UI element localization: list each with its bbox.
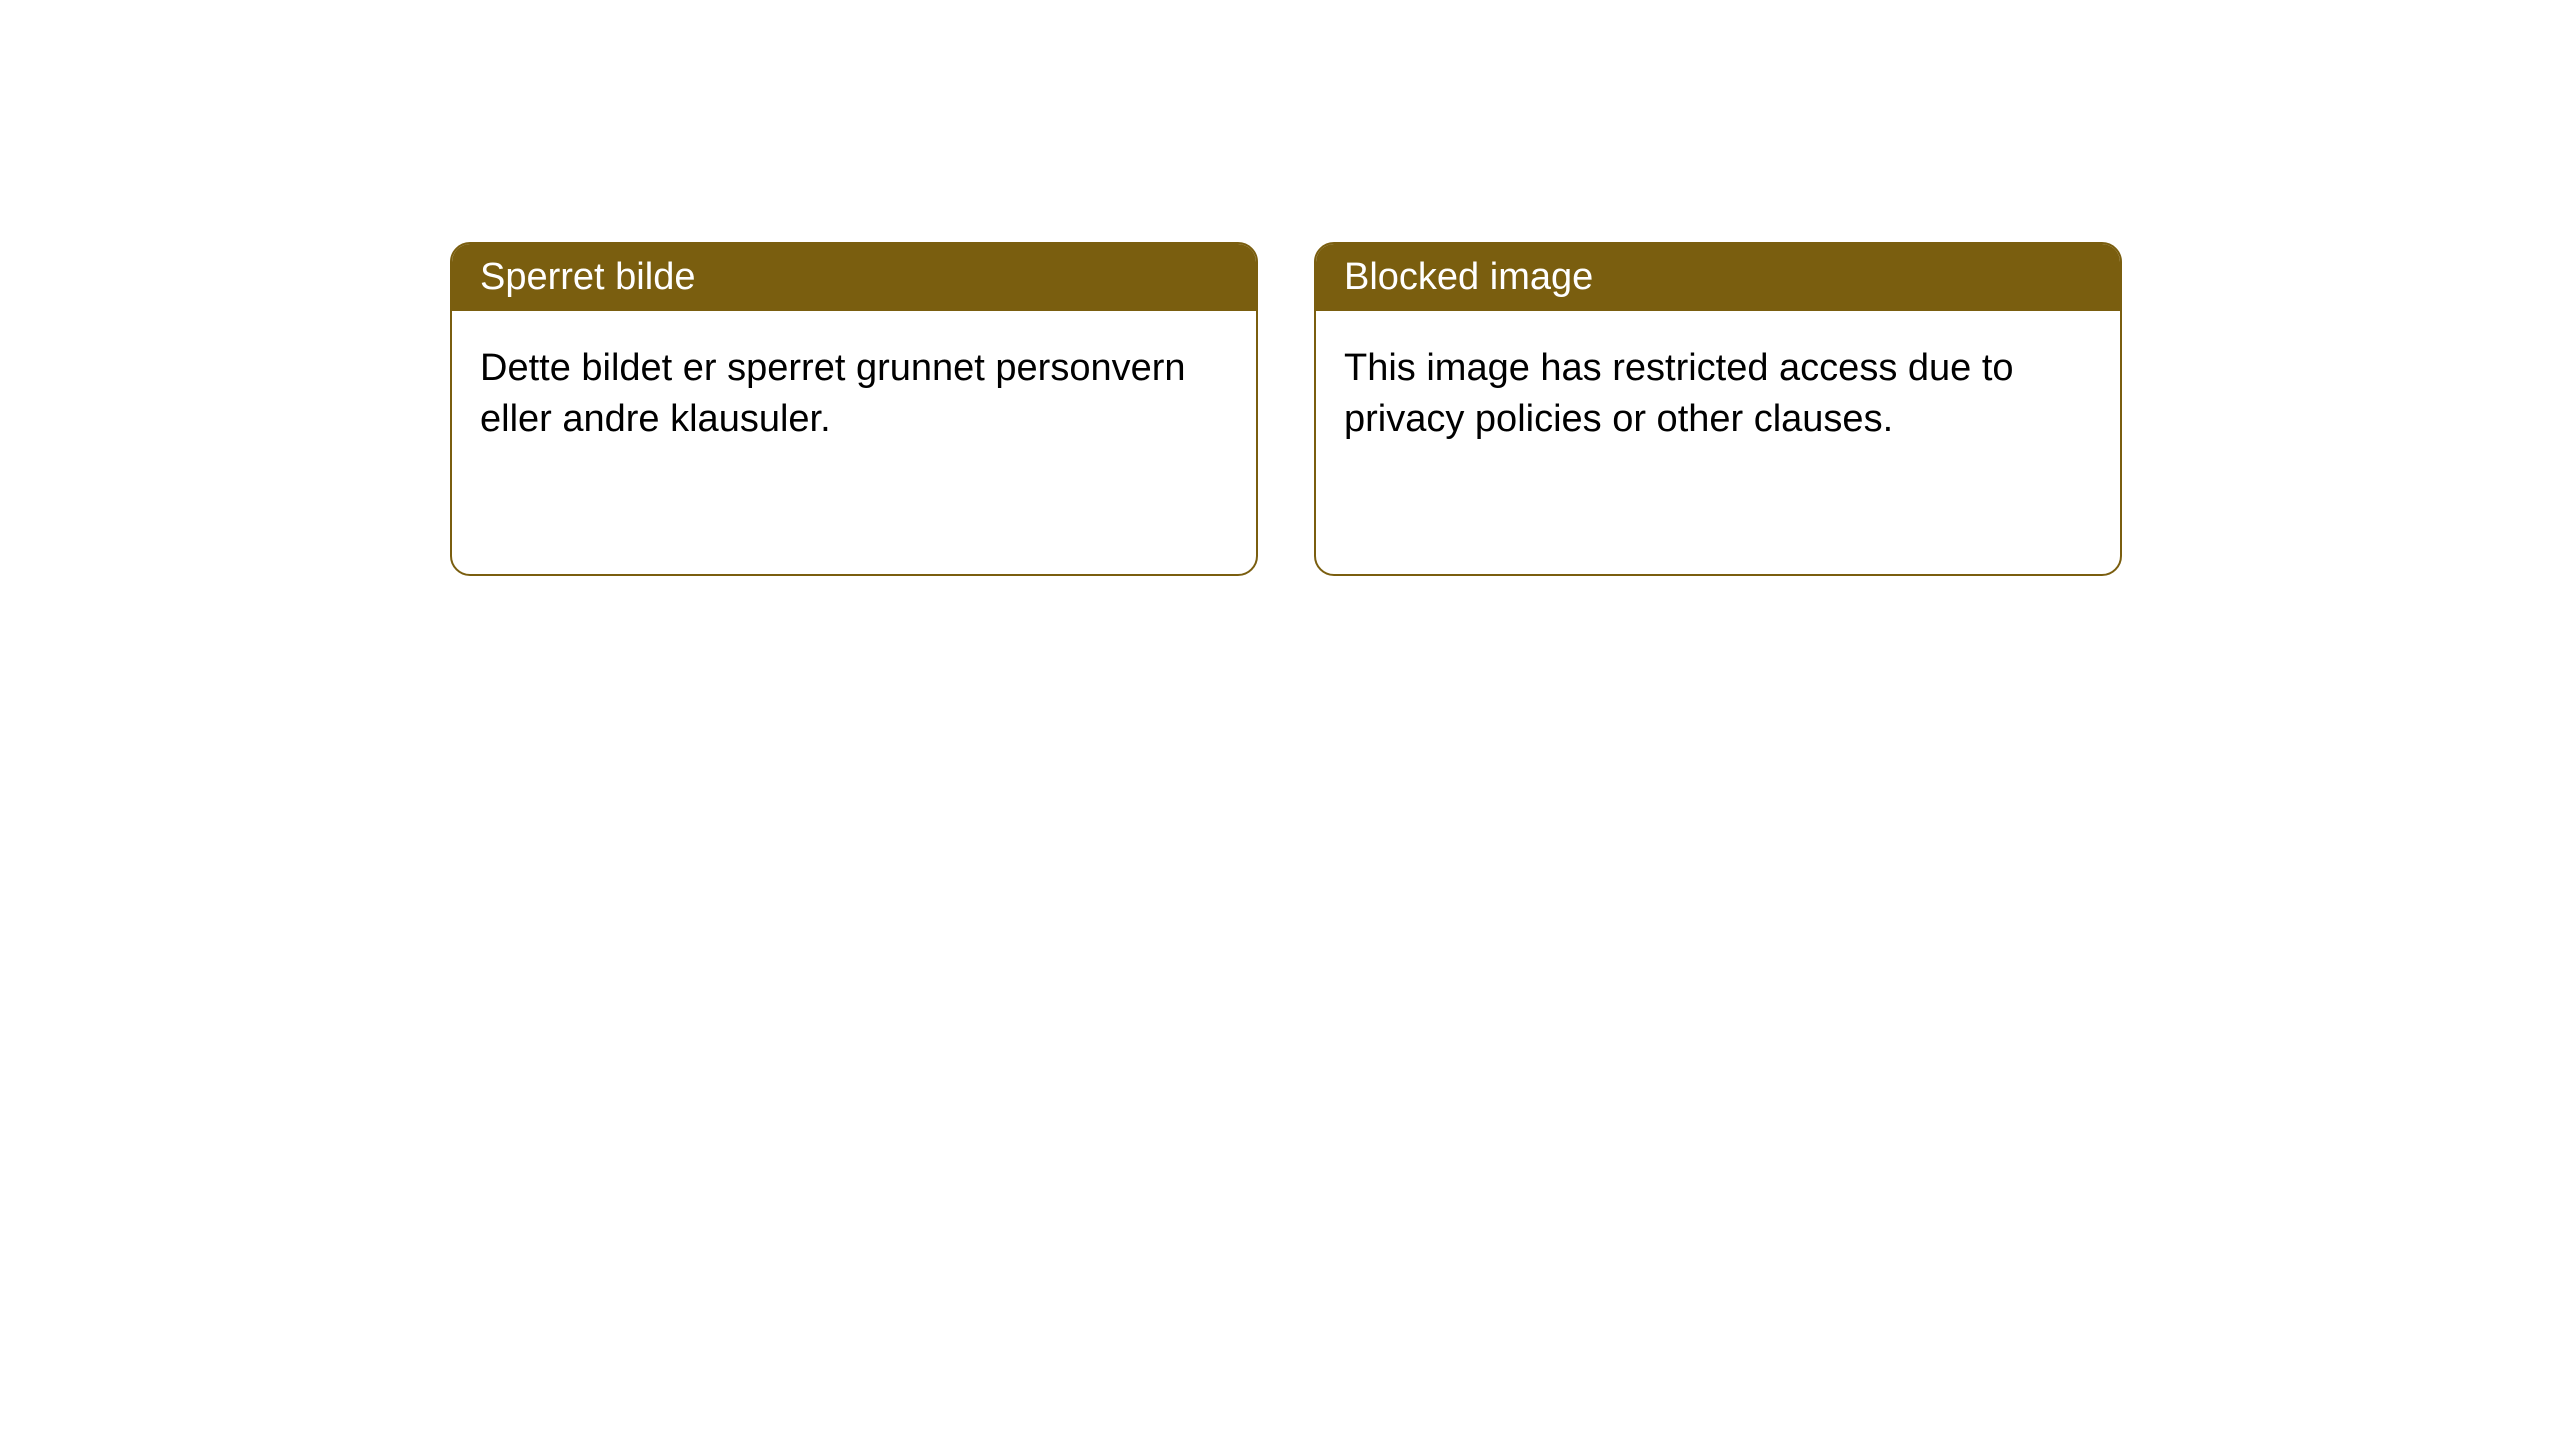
card-body-text: Dette bildet er sperret grunnet personve… xyxy=(480,347,1186,440)
card-header: Blocked image xyxy=(1316,244,2120,311)
blocked-image-card-en: Blocked image This image has restricted … xyxy=(1314,242,2122,576)
card-title: Blocked image xyxy=(1344,256,1593,298)
card-body: This image has restricted access due to … xyxy=(1316,311,2120,478)
blocked-image-card-no: Sperret bilde Dette bildet er sperret gr… xyxy=(450,242,1258,576)
card-body: Dette bildet er sperret grunnet personve… xyxy=(452,311,1256,478)
card-title: Sperret bilde xyxy=(480,256,695,298)
card-header: Sperret bilde xyxy=(452,244,1256,311)
card-body-text: This image has restricted access due to … xyxy=(1344,347,2014,440)
cards-container: Sperret bilde Dette bildet er sperret gr… xyxy=(450,242,2122,576)
